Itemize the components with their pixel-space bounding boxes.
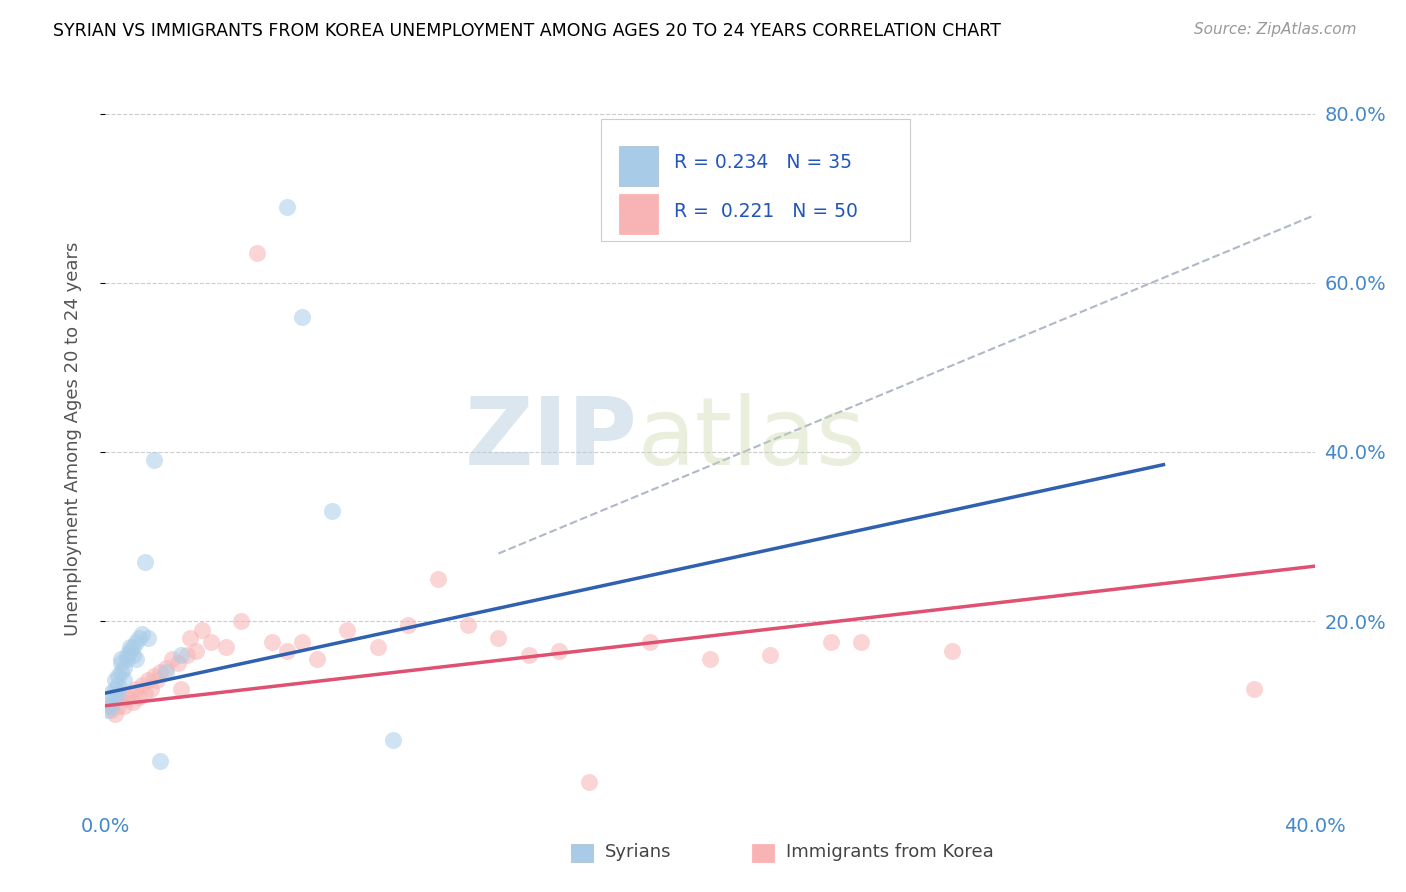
Text: SYRIAN VS IMMIGRANTS FROM KOREA UNEMPLOYMENT AMONG AGES 20 TO 24 YEARS CORRELATI: SYRIAN VS IMMIGRANTS FROM KOREA UNEMPLOY… <box>53 22 1001 40</box>
Point <box>170 681 193 696</box>
Point <box>699 652 721 666</box>
Point <box>118 644 141 658</box>
Point <box>517 648 540 662</box>
Point <box>139 681 162 696</box>
Point <box>215 640 238 654</box>
Point <box>103 673 125 688</box>
Point <box>186 644 208 658</box>
Point <box>121 648 143 662</box>
Point <box>146 673 169 688</box>
Point <box>941 644 963 658</box>
Text: Immigrants from Korea: Immigrants from Korea <box>786 843 994 861</box>
Point <box>167 657 190 671</box>
Point <box>759 648 782 662</box>
Point <box>107 669 129 683</box>
Point <box>131 627 153 641</box>
Point <box>110 652 132 666</box>
Point <box>457 618 479 632</box>
FancyBboxPatch shape <box>752 844 775 863</box>
Point <box>112 673 135 688</box>
Point <box>849 635 872 649</box>
Text: R =  0.221   N = 50: R = 0.221 N = 50 <box>673 202 858 221</box>
Point <box>276 200 298 214</box>
Point <box>134 686 156 700</box>
Point <box>118 686 141 700</box>
Point <box>160 652 183 666</box>
Point <box>307 652 329 666</box>
Text: atlas: atlas <box>637 393 866 485</box>
Point <box>112 698 135 713</box>
Point <box>121 694 143 708</box>
Point <box>136 673 159 688</box>
Point <box>366 640 388 654</box>
Point <box>100 686 122 700</box>
Point <box>128 690 150 705</box>
Point <box>134 555 156 569</box>
Point <box>396 618 419 632</box>
Point <box>103 707 125 722</box>
FancyBboxPatch shape <box>620 146 658 186</box>
Point <box>1243 681 1265 696</box>
Point <box>124 635 148 649</box>
Point <box>179 631 201 645</box>
Point <box>488 631 510 645</box>
Text: Syrians: Syrians <box>605 843 671 861</box>
Point <box>321 504 343 518</box>
Point <box>107 686 129 700</box>
Point <box>128 631 150 645</box>
Point <box>124 681 148 696</box>
Point <box>100 698 122 713</box>
Point <box>115 690 138 705</box>
Point <box>231 614 253 628</box>
Point <box>103 690 125 705</box>
FancyBboxPatch shape <box>620 194 658 235</box>
Point <box>276 644 298 658</box>
Point <box>110 665 132 679</box>
Point <box>142 453 165 467</box>
Point <box>246 246 269 260</box>
Text: ZIP: ZIP <box>464 393 637 485</box>
Point <box>200 635 222 649</box>
Text: R = 0.234   N = 35: R = 0.234 N = 35 <box>673 153 852 172</box>
Point <box>820 635 842 649</box>
Point <box>97 694 120 708</box>
Point <box>115 652 138 666</box>
Point <box>149 665 172 679</box>
Point <box>548 644 571 658</box>
Point <box>381 732 404 747</box>
Point <box>97 698 120 713</box>
Point <box>110 690 132 705</box>
Point <box>97 703 120 717</box>
Point <box>638 635 661 649</box>
Point <box>578 775 600 789</box>
Point <box>136 631 159 645</box>
Point <box>100 703 122 717</box>
Point <box>149 754 172 768</box>
Point <box>131 678 153 692</box>
Text: Source: ZipAtlas.com: Source: ZipAtlas.com <box>1194 22 1357 37</box>
Point <box>121 640 143 654</box>
Point <box>107 698 129 713</box>
FancyBboxPatch shape <box>571 844 593 863</box>
Point <box>191 623 214 637</box>
Point <box>155 661 177 675</box>
Point <box>112 661 135 675</box>
FancyBboxPatch shape <box>602 120 910 241</box>
Point <box>110 657 132 671</box>
Point <box>291 635 314 649</box>
Point <box>118 640 141 654</box>
Point <box>115 648 138 662</box>
Point <box>124 652 148 666</box>
Point <box>142 669 165 683</box>
Point <box>155 665 177 679</box>
Point <box>291 310 314 324</box>
Point <box>170 648 193 662</box>
Point <box>107 678 129 692</box>
Point <box>336 623 359 637</box>
Point <box>260 635 283 649</box>
Y-axis label: Unemployment Among Ages 20 to 24 years: Unemployment Among Ages 20 to 24 years <box>63 242 82 637</box>
Point <box>427 572 450 586</box>
Point <box>176 648 198 662</box>
Point <box>103 681 125 696</box>
